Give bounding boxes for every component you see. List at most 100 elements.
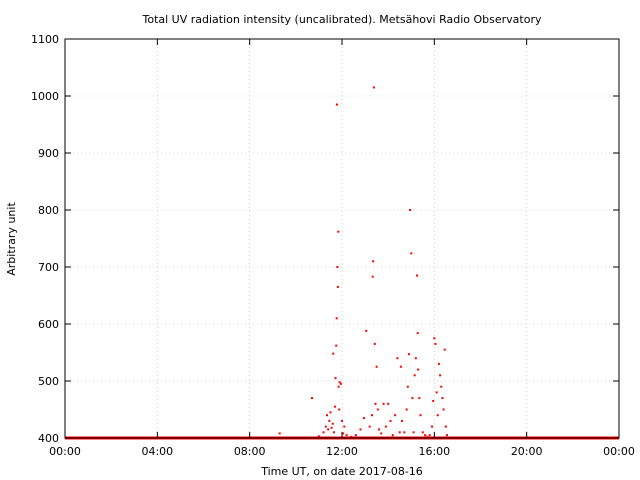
data-point xyxy=(336,285,339,288)
data-point xyxy=(334,377,337,380)
chart-title: Total UV radiation intensity (uncalibrat… xyxy=(142,13,542,26)
data-point xyxy=(387,402,390,405)
data-point xyxy=(414,357,417,360)
data-point xyxy=(419,414,422,417)
data-point xyxy=(375,365,378,368)
data-point xyxy=(372,86,375,89)
data-point xyxy=(338,408,341,411)
x-tick-label: 08:00 xyxy=(234,445,266,458)
data-point xyxy=(330,426,333,429)
data-point xyxy=(433,337,436,340)
data-point xyxy=(331,422,334,425)
data-point xyxy=(327,428,330,431)
x-tick-label: 16:00 xyxy=(418,445,450,458)
data-point xyxy=(416,274,419,277)
data-point xyxy=(343,425,346,428)
data-point xyxy=(382,402,385,405)
data-point xyxy=(412,431,415,434)
data-point xyxy=(337,385,340,388)
data-point xyxy=(365,329,368,332)
data-point xyxy=(350,435,353,438)
data-point xyxy=(410,252,413,255)
data-point xyxy=(417,368,420,371)
data-point xyxy=(394,414,397,417)
x-tick-label: 00:00 xyxy=(603,445,635,458)
data-point xyxy=(405,408,408,411)
data-point xyxy=(374,402,377,405)
data-point xyxy=(406,385,409,388)
data-point xyxy=(328,419,331,422)
data-point xyxy=(338,381,341,384)
y-axis-label: Arbitrary unit xyxy=(5,202,18,276)
y-tick-label: 900 xyxy=(38,147,59,160)
data-point xyxy=(345,434,348,437)
data-point xyxy=(398,431,401,434)
grid-lines xyxy=(65,39,619,438)
data-point xyxy=(377,428,380,431)
data-point xyxy=(332,352,335,355)
data-point xyxy=(413,374,416,377)
data-point xyxy=(424,434,427,437)
data-point xyxy=(403,431,406,434)
data-point xyxy=(371,275,374,278)
x-tick-label: 00:00 xyxy=(49,445,81,458)
y-tick-label: 700 xyxy=(38,261,59,274)
data-point xyxy=(322,431,325,434)
data-point xyxy=(376,408,379,411)
data-point xyxy=(334,405,337,408)
x-tick-label: 04:00 xyxy=(141,445,173,458)
data-point xyxy=(325,414,328,417)
data-point xyxy=(434,342,437,345)
data-point xyxy=(431,425,434,428)
data-point xyxy=(411,397,414,400)
data-point xyxy=(399,365,402,368)
data-point xyxy=(389,419,392,422)
y-tick-label: 500 xyxy=(38,375,59,388)
data-point xyxy=(443,348,446,351)
data-point xyxy=(380,432,383,435)
data-point xyxy=(401,419,404,422)
data-point xyxy=(335,317,338,320)
data-point xyxy=(354,434,357,437)
data-point xyxy=(368,425,371,428)
data-point xyxy=(342,432,345,435)
data-point xyxy=(435,391,438,394)
y-tick-label: 800 xyxy=(38,204,59,217)
data-point xyxy=(407,353,410,356)
data-point xyxy=(371,414,374,417)
y-tick-label: 1100 xyxy=(31,33,59,46)
data-point xyxy=(332,431,335,434)
data-points xyxy=(278,86,449,438)
y-tick-label: 1000 xyxy=(31,90,59,103)
y-tick-label: 600 xyxy=(38,318,59,331)
data-point xyxy=(372,260,375,263)
data-point xyxy=(444,425,447,428)
data-point xyxy=(421,431,424,434)
data-point xyxy=(446,434,449,437)
data-point xyxy=(418,397,421,400)
data-point xyxy=(335,344,338,347)
x-tick-label: 20:00 xyxy=(511,445,543,458)
data-point xyxy=(391,434,394,437)
data-point xyxy=(428,434,431,437)
data-point xyxy=(341,419,343,422)
data-point xyxy=(324,425,327,428)
data-point xyxy=(317,435,320,438)
data-point xyxy=(432,399,435,402)
data-point xyxy=(278,432,281,435)
data-point xyxy=(396,357,399,360)
axis-ticks: 400 500 600 700 800 900 1000 1100 00:00 04:00 08:0… xyxy=(31,33,635,458)
data-point xyxy=(409,209,412,211)
data-point xyxy=(359,428,362,431)
data-point xyxy=(362,417,365,420)
data-point xyxy=(426,435,429,438)
x-axis-label: Time UT, on date 2017-08-16 xyxy=(260,465,423,478)
data-point xyxy=(339,382,342,385)
data-point xyxy=(337,230,340,233)
data-point xyxy=(384,425,387,428)
data-point xyxy=(373,342,376,345)
data-point xyxy=(436,414,439,417)
data-point xyxy=(440,385,443,388)
x-tick-label: 12:00 xyxy=(326,445,358,458)
